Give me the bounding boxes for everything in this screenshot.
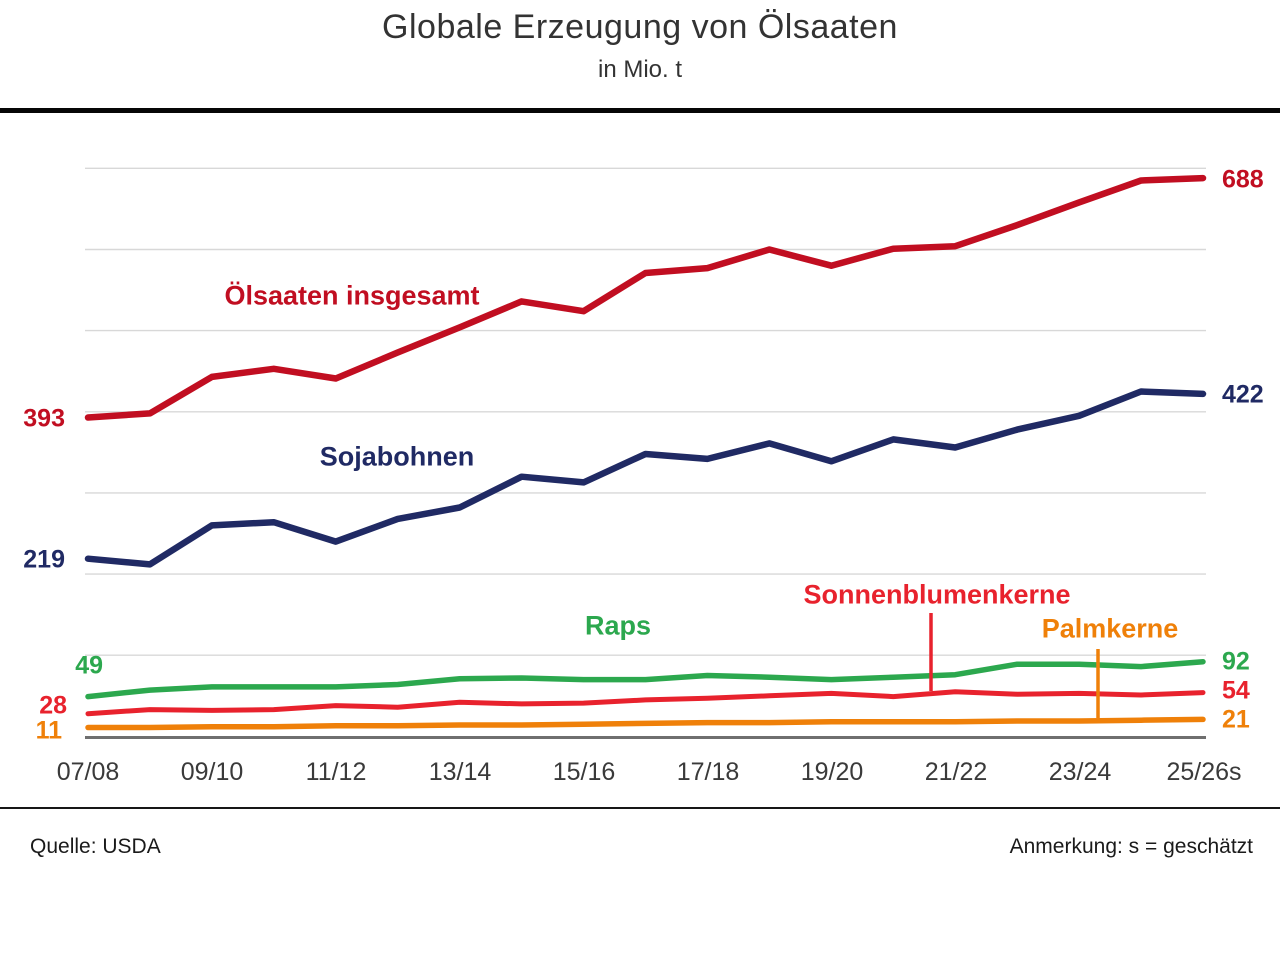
x-tick-1920: 19/20 — [800, 758, 864, 786]
series-line-1 — [84, 174, 1207, 421]
value-label-soy-start: 219 — [23, 545, 65, 574]
x-tick-2526s: 25/26s — [1166, 758, 1242, 786]
x-tick-0708: 07/08 — [56, 758, 120, 786]
value-label-sunflower-start: 28 — [39, 691, 67, 720]
series-line-2 — [84, 388, 1207, 568]
x-tick-1112: 11/12 — [305, 758, 367, 786]
value-label-total-end: 688 — [1222, 165, 1264, 194]
chart-subtitle: in Mio. t — [597, 56, 683, 83]
value-label-palm-end: 21 — [1222, 705, 1250, 734]
x-tick-1516: 15/16 — [552, 758, 616, 786]
x-tick-2122: 21/22 — [924, 758, 988, 786]
series-label-sunflower: Sonnenblumenkerne — [803, 579, 1071, 610]
series-line-4 — [85, 689, 1206, 717]
value-label-sunflower-end: 54 — [1222, 676, 1250, 705]
estimate-note: Anmerkung: s = geschätzt — [1009, 835, 1253, 858]
header-divider-bar — [0, 108, 1280, 113]
series-label-raps: Raps — [584, 610, 652, 641]
x-tick-0910: 09/10 — [180, 758, 244, 786]
series-line-3 — [85, 658, 1206, 700]
value-label-raps-start: 49 — [75, 651, 103, 680]
x-tick-1314: 13/14 — [428, 758, 492, 786]
value-label-raps-end: 92 — [1222, 647, 1250, 676]
series-label-soy: Sojabohnen — [319, 441, 475, 472]
source-note: Quelle: USDA — [30, 835, 161, 858]
series-label-total: Ölsaaten insgesamt — [224, 280, 480, 311]
series-label-palm: Palmkerne — [1041, 613, 1179, 644]
value-label-palm-start: 11 — [35, 716, 62, 745]
chart-title: Globale Erzeugung von Ölsaaten — [382, 8, 898, 46]
value-label-total-start: 393 — [23, 404, 65, 433]
series-line-5 — [85, 716, 1206, 731]
x-tick-1718: 17/18 — [676, 758, 740, 786]
x-tick-2324: 23/24 — [1048, 758, 1112, 786]
footer-divider-line — [0, 807, 1280, 809]
value-label-soy-end: 422 — [1222, 380, 1264, 409]
